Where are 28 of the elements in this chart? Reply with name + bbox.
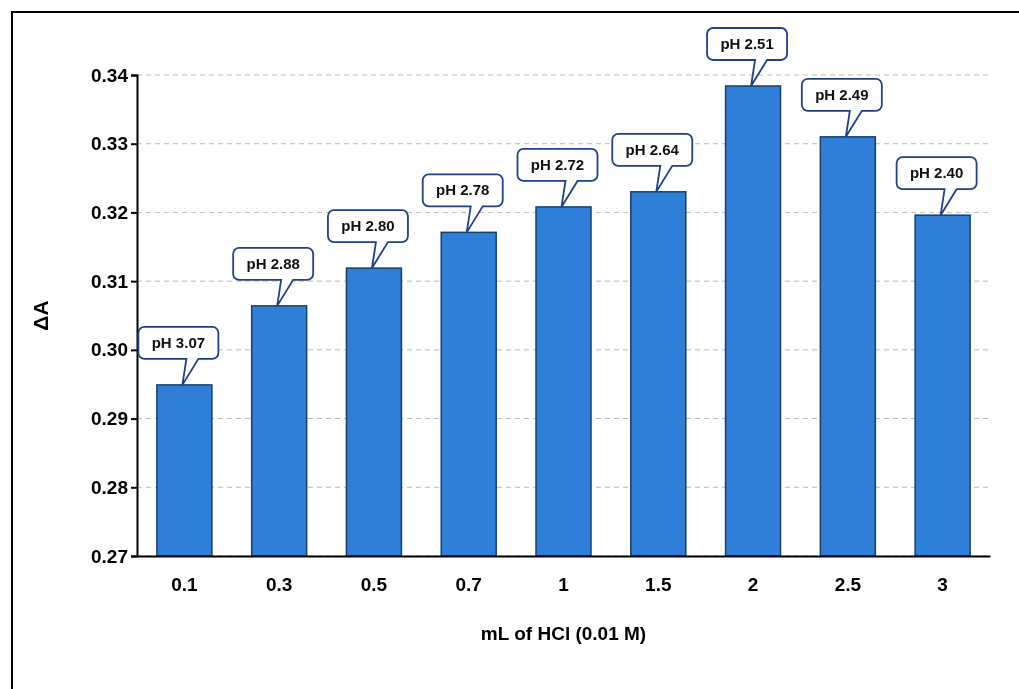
annotation: pH 2.80 (341, 217, 395, 235)
x-tick-label: 1 (558, 574, 570, 596)
x-axis-title: mL of HCl (0.01 M) (480, 623, 647, 644)
x-tick-label: 2 (747, 574, 759, 596)
annotation: pH 2.64 (625, 140, 680, 158)
annotation: pH 3.07 (151, 333, 206, 351)
x-tick-label: 3 (937, 574, 948, 596)
y-tick-label: 0.34 (91, 64, 129, 86)
annotation: pH 2.88 (246, 254, 300, 272)
x-tick-label: 0.5 (360, 574, 388, 596)
annotation: pH 2.72 (530, 155, 585, 173)
annotation: pH 2.40 (909, 164, 964, 182)
x-tick-label: 0.3 (265, 574, 293, 596)
annotation: pH 2.78 (436, 181, 490, 199)
y-tick-label: 0.32 (91, 202, 128, 224)
x-tick-label: 2.5 (834, 574, 862, 596)
y-tick-label: 0.33 (91, 133, 128, 155)
y-tick-label: 0.28 (91, 476, 128, 498)
y-tick-label: 0.30 (91, 339, 128, 361)
y-tick-label: 0.27 (91, 545, 128, 567)
y-axis-title: ΔA (29, 300, 52, 331)
x-tick-label: 0.7 (455, 574, 482, 596)
y-tick-label: 0.31 (91, 270, 129, 292)
x-tick-label: 1.5 (645, 574, 672, 596)
annotation: pH 2.49 (815, 85, 869, 103)
annotation: pH 2.51 (720, 34, 774, 52)
y-tick-label: 0.29 (91, 408, 128, 430)
x-tick-label: 0.1 (171, 574, 199, 596)
